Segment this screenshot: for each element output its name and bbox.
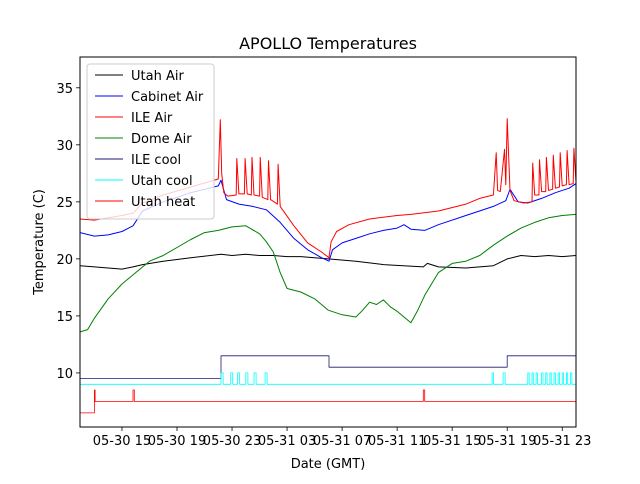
y-tick-label: 30 xyxy=(56,139,73,154)
series-line-ile-air xyxy=(80,118,576,259)
x-tick-label: 05-31 15 xyxy=(423,434,481,449)
series-line-dome-air xyxy=(80,213,576,333)
x-tick-label: 05-30 15 xyxy=(93,434,151,449)
y-axis: 10 15 20 25 30 35 xyxy=(56,82,80,382)
plot-area xyxy=(79,56,577,428)
legend-label-utah-heat: Utah heat xyxy=(131,195,195,210)
legend-label-cabinet-air: Cabinet Air xyxy=(131,90,204,105)
y-tick-label: 25 xyxy=(56,196,73,211)
x-tick-label: 05-30 19 xyxy=(148,434,206,449)
legend-label-ile-cool: ILE cool xyxy=(131,153,181,168)
x-tick-label: 05-31 23 xyxy=(533,434,591,449)
y-axis-label: Temperature (C) xyxy=(32,189,47,296)
legend-label-dome-air: Dome Air xyxy=(131,132,192,147)
x-axis-label: Date (GMT) xyxy=(291,457,366,472)
series-line-utah-cool xyxy=(80,372,576,385)
y-tick-label: 15 xyxy=(56,310,73,325)
y-tick-label: 35 xyxy=(56,82,73,97)
legend-label-utah-air: Utah Air xyxy=(131,69,184,84)
x-tick-label: 05-31 11 xyxy=(368,434,426,449)
x-tick-label: 05-31 07 xyxy=(313,434,371,449)
chart-title: APOLLO Temperatures xyxy=(239,34,417,53)
x-tick-label: 05-31 03 xyxy=(258,434,316,449)
y-tick-label: 10 xyxy=(56,367,73,382)
legend: Utah Air Cabinet Air ILE Air Dome Air ILE co… xyxy=(86,63,215,220)
x-tick-label: 05-30 23 xyxy=(203,434,261,449)
x-tick-label: 05-31 19 xyxy=(478,434,536,449)
plot-frame xyxy=(79,56,577,428)
series-line-utah-air xyxy=(80,253,576,270)
series-line-utah-heat xyxy=(80,389,576,414)
y-tick-label: 20 xyxy=(56,253,73,268)
legend-label-ile-air: ILE Air xyxy=(131,111,173,126)
legend-label-utah-cool: Utah cool xyxy=(131,174,193,189)
